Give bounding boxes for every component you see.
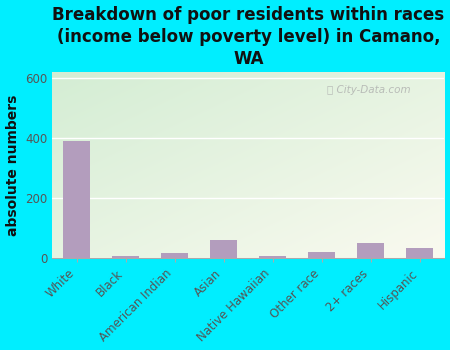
Bar: [357, 243, 384, 258]
Title: Breakdown of poor residents within races
(income below poverty level) in Camano,: Breakdown of poor residents within races…: [52, 6, 445, 68]
Bar: [210, 240, 237, 258]
Bar: [112, 257, 139, 258]
Bar: [161, 253, 188, 258]
Bar: [63, 141, 90, 258]
Y-axis label: absolute numbers: absolute numbers: [5, 94, 19, 236]
Bar: [406, 247, 433, 258]
Text: ⓘ City-Data.com: ⓘ City-Data.com: [327, 85, 410, 95]
Bar: [308, 252, 335, 258]
Bar: [259, 257, 286, 258]
